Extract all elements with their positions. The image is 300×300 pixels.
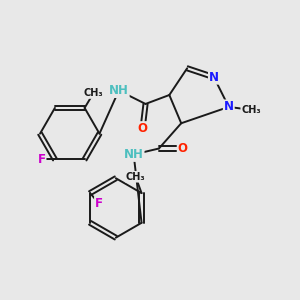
Text: F: F — [38, 153, 46, 166]
Text: O: O — [138, 122, 148, 135]
Text: CH₃: CH₃ — [241, 105, 261, 115]
Text: F: F — [95, 197, 103, 210]
Text: NH: NH — [124, 148, 144, 161]
Text: NH: NH — [109, 84, 129, 97]
Text: CH₃: CH₃ — [84, 88, 103, 98]
Text: N: N — [224, 100, 234, 113]
Text: O: O — [178, 142, 188, 155]
Text: N: N — [209, 71, 219, 84]
Text: CH₃: CH₃ — [126, 172, 146, 182]
